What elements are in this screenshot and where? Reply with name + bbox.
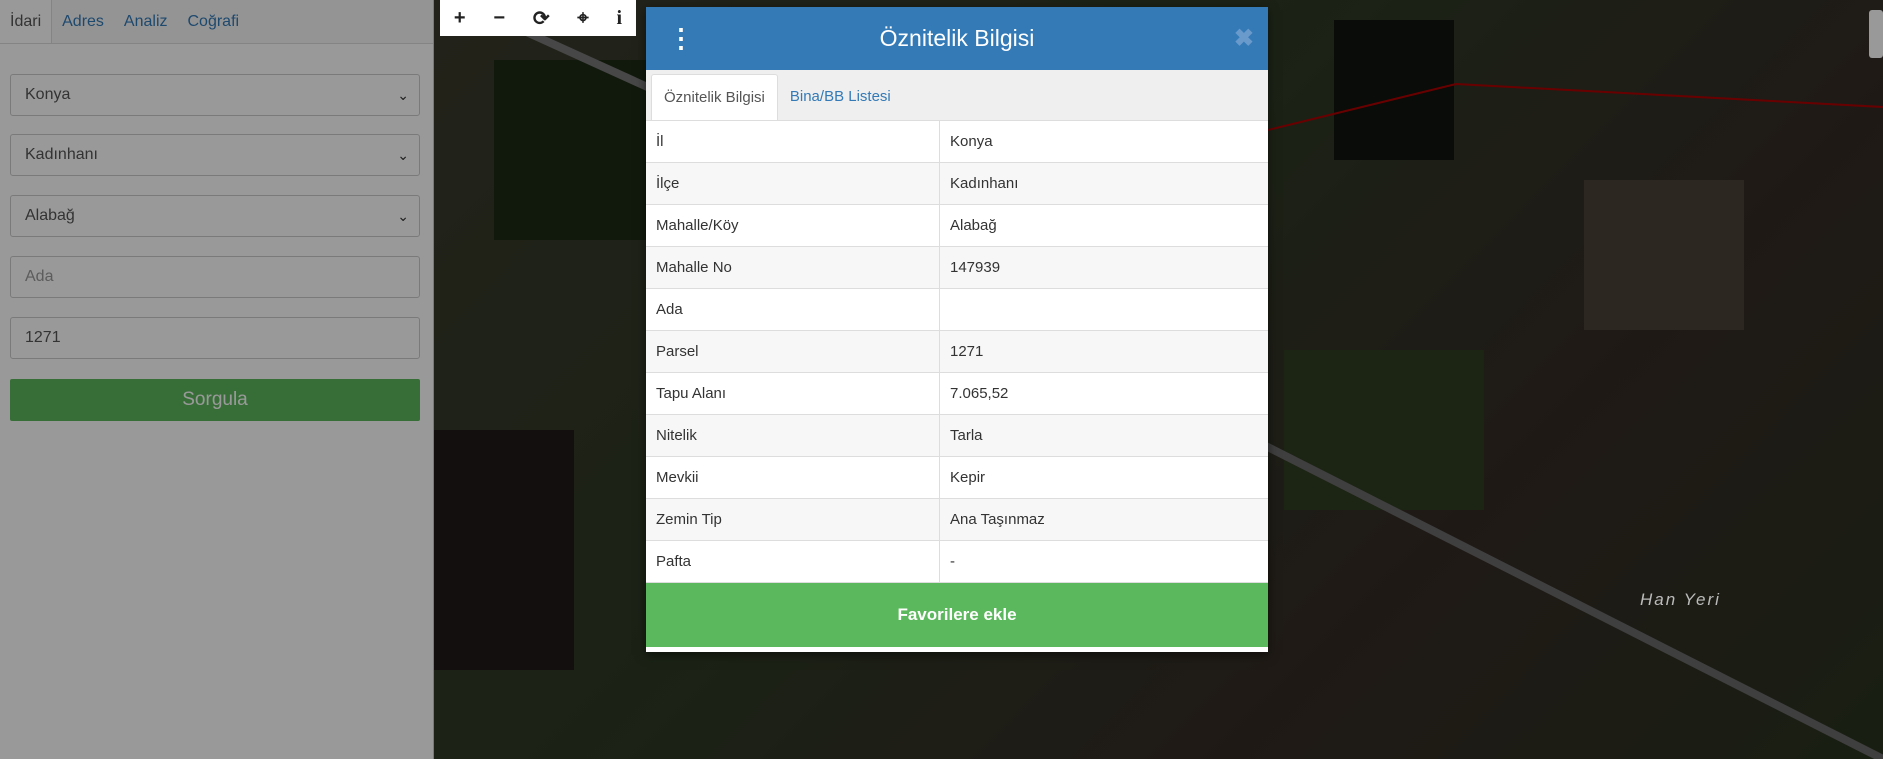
- close-icon[interactable]: ✖: [1233, 25, 1254, 52]
- table-row: Nitelik Tarla: [646, 415, 1268, 457]
- attribute-value: Kepir: [950, 469, 986, 486]
- modal-title: Öznitelik Bilgisi: [879, 25, 1035, 51]
- attribute-key: Parsel: [646, 331, 940, 372]
- map-toolbar: + − ⟳ ⌖ i: [440, 0, 636, 36]
- modal-header: ⋮ Öznitelik Bilgisi ✖: [646, 7, 1268, 70]
- attribute-modal: ⋮ Öznitelik Bilgisi ✖ Öznitelik Bilgisi …: [646, 7, 1268, 652]
- place-label: Han Yeri: [1640, 590, 1721, 609]
- modal-tabs: Öznitelik Bilgisi Bina/BB Listesi: [646, 70, 1268, 121]
- attribute-key: Zemin Tip: [646, 499, 940, 540]
- chevron-down-icon: ⌄: [397, 147, 409, 163]
- sidebar-tabs: İdari Adres Analiz Coğrafi: [0, 0, 433, 44]
- attribute-value: Konya: [950, 133, 993, 150]
- chevron-down-icon: ⌄: [397, 87, 409, 103]
- locate-icon[interactable]: ⌖: [577, 6, 589, 29]
- attribute-key: Tapu Alanı: [646, 373, 940, 414]
- table-row: Mevkii Kepir: [646, 457, 1268, 499]
- tab-oznitelik[interactable]: Öznitelik Bilgisi: [651, 74, 778, 120]
- attribute-value: Kadınhanı: [950, 175, 1019, 192]
- table-row: Ada: [646, 289, 1268, 331]
- tab-bina-listesi[interactable]: Bina/BB Listesi: [789, 88, 891, 105]
- attribute-key: İl: [646, 121, 940, 162]
- attribute-key: İlçe: [646, 163, 940, 204]
- attribute-key: Mahalle/Köy: [646, 205, 940, 246]
- attribute-value: Ana Taşınmaz: [950, 511, 1045, 528]
- attribute-key: Pafta: [646, 541, 940, 582]
- attribute-value: -: [950, 553, 955, 570]
- attribute-value: 7.065,52: [950, 385, 1009, 402]
- table-row: İl Konya: [646, 121, 1268, 163]
- ilce-value: Kadınhanı: [25, 146, 98, 163]
- map-field: [434, 430, 574, 670]
- table-row: Parsel 1271: [646, 331, 1268, 373]
- tab-analiz[interactable]: Analiz: [123, 13, 168, 30]
- tab-adres[interactable]: Adres: [62, 13, 104, 30]
- map-field: [1584, 180, 1744, 330]
- table-row: Tapu Alanı 7.065,52: [646, 373, 1268, 415]
- table-row: İlçe Kadınhanı: [646, 163, 1268, 205]
- il-select[interactable]: Konya ⌄: [10, 74, 420, 116]
- info-icon[interactable]: i: [616, 6, 623, 29]
- map-field: [1284, 350, 1484, 510]
- attribute-value: [940, 289, 1268, 330]
- sorgula-button[interactable]: Sorgula: [10, 379, 420, 421]
- scrollbar[interactable]: [1869, 10, 1883, 58]
- zoom-out-icon[interactable]: −: [493, 6, 506, 29]
- table-row: Pafta -: [646, 541, 1268, 583]
- parcel-boundary: [1267, 82, 1883, 131]
- attribute-key: Mevkii: [646, 457, 940, 498]
- ada-input[interactable]: Ada: [10, 256, 420, 298]
- mahalle-select[interactable]: Alabağ ⌄: [10, 195, 420, 237]
- attribute-value: 1271: [950, 343, 984, 360]
- mahalle-value: Alabağ: [25, 207, 75, 224]
- il-value: Konya: [25, 86, 71, 103]
- add-favorite-button[interactable]: Favorilere ekle: [646, 583, 1268, 647]
- parsel-input[interactable]: 1271: [10, 317, 420, 359]
- attribute-value: 147939: [950, 259, 1001, 276]
- chevron-down-icon: ⌄: [397, 208, 409, 224]
- table-row: Zemin Tip Ana Taşınmaz: [646, 499, 1268, 541]
- zoom-in-icon[interactable]: +: [453, 6, 466, 29]
- attribute-value: Tarla: [950, 427, 983, 444]
- table-row: Mahalle No 147939: [646, 247, 1268, 289]
- attribute-key: Nitelik: [646, 415, 940, 456]
- road: [1252, 436, 1883, 759]
- tab-cografi[interactable]: Coğrafi: [187, 13, 240, 30]
- menu-icon[interactable]: ⋮: [668, 23, 694, 53]
- attribute-value: Alabağ: [950, 217, 997, 234]
- attribute-table: İl Konya İlçe Kadınhanı Mahalle/Köy Alabağ Mah…: [646, 121, 1268, 583]
- table-row: Mahalle/Köy Alabağ: [646, 205, 1268, 247]
- attribute-key: Mahalle No: [646, 247, 940, 288]
- attribute-key: Ada: [646, 289, 940, 330]
- sidebar: İdari Adres Analiz Coğrafi Konya ⌄ Kadınh…: [0, 0, 434, 759]
- ilce-select[interactable]: Kadınhanı ⌄: [10, 134, 420, 176]
- tab-idari[interactable]: İdari: [0, 0, 53, 43]
- refresh-icon[interactable]: ⟳: [532, 7, 550, 30]
